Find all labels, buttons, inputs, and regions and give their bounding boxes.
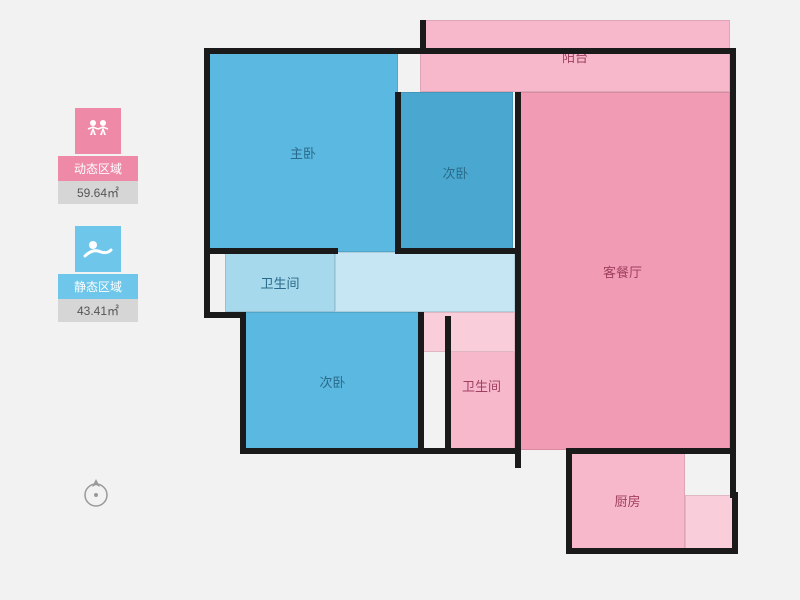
room-corridor <box>420 312 515 352</box>
legend-static: 静态区域 43.41㎡ <box>58 226 138 322</box>
floor-plan: 阳台主卧次卧客餐厅卫生间次卧卫生间厨房 <box>190 20 750 575</box>
wall-segment <box>240 312 246 452</box>
wall-segment <box>204 48 734 54</box>
legend-dynamic-label: 动态区域 <box>58 156 138 181</box>
room-阳台: 阳台 <box>420 20 730 92</box>
room-次卧: 次卧 <box>398 92 513 252</box>
wall-segment <box>566 548 738 554</box>
wall-segment <box>445 316 451 450</box>
wall-segment <box>732 492 738 552</box>
legend-static-label: 静态区域 <box>58 274 138 299</box>
legend-dynamic-value: 59.64㎡ <box>58 181 138 204</box>
wall-segment <box>566 448 736 454</box>
room-卫生间: 卫生间 <box>225 252 335 312</box>
dynamic-zone-icon <box>75 108 121 154</box>
wall-segment <box>420 20 426 50</box>
room-次卧: 次卧 <box>245 312 420 450</box>
room-主卧: 主卧 <box>208 52 398 252</box>
legend-static-value: 43.41㎡ <box>58 299 138 322</box>
legend-panel: 动态区域 59.64㎡ 静态区域 43.41㎡ <box>58 108 138 344</box>
wall-segment <box>208 248 338 254</box>
wall-segment <box>418 312 424 452</box>
room-corridor <box>685 495 735 550</box>
wall-segment <box>395 248 517 254</box>
static-zone-icon <box>75 226 121 272</box>
wall-segment <box>730 48 736 498</box>
room-客餐厅: 客餐厅 <box>515 92 730 450</box>
wall-segment <box>395 92 401 252</box>
compass-icon <box>78 475 114 511</box>
wall-segment <box>566 448 572 552</box>
wall-segment <box>204 48 210 318</box>
wall-segment <box>515 92 521 452</box>
legend-dynamic: 动态区域 59.64㎡ <box>58 108 138 204</box>
wall-segment <box>240 448 520 454</box>
room-corridor <box>335 252 515 312</box>
room-厨房: 厨房 <box>570 450 685 550</box>
